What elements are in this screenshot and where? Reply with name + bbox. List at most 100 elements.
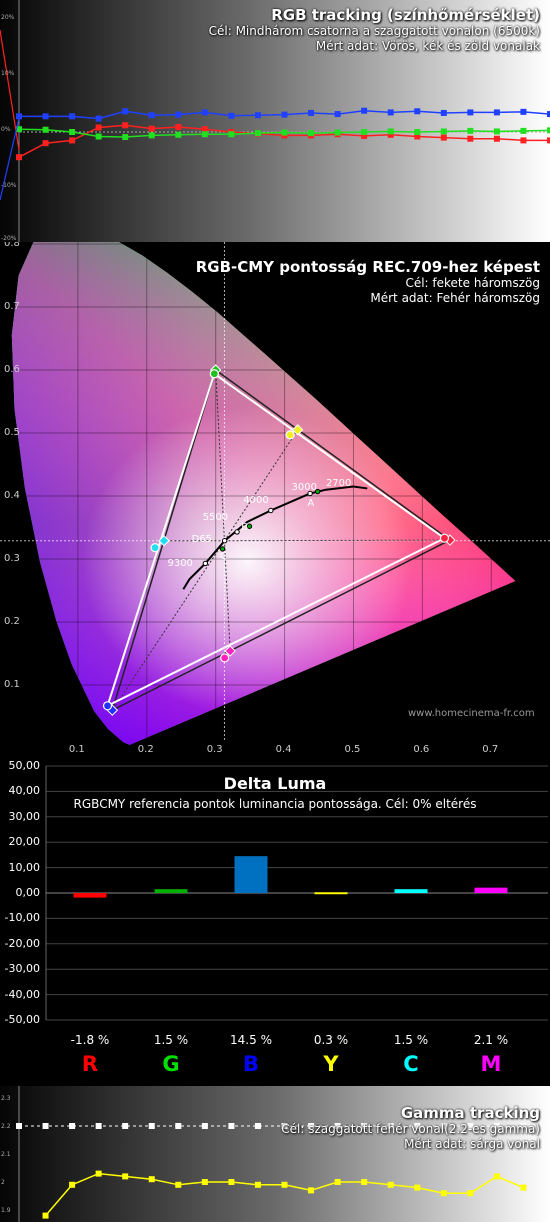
- gamma-target-point: [281, 1123, 288, 1129]
- gamma-y-label: 2.2: [1, 1123, 11, 1130]
- gamma-target-point: [361, 1123, 368, 1129]
- rgb-point: [361, 129, 368, 135]
- dl-y-tick: 0,00: [15, 886, 41, 899]
- gamma-target-point: [69, 1123, 76, 1129]
- rgb-point: [414, 108, 421, 115]
- rgb-point: [281, 129, 288, 136]
- gamma-point: [228, 1179, 235, 1185]
- gamma-point: [69, 1181, 76, 1188]
- dl-category-label: R: [81, 1052, 99, 1076]
- gamma-point: [520, 1184, 527, 1191]
- illuminant-point: [219, 546, 226, 552]
- dl-value-label: 2.1 %: [473, 1033, 509, 1047]
- gamma-target-point: [414, 1123, 421, 1129]
- illuminant-point: [314, 488, 321, 495]
- rgb-point: [308, 130, 315, 137]
- cie-y-tick: 0.3: [4, 553, 20, 564]
- cct-label: 9300: [167, 557, 193, 569]
- gamma-target-point: [547, 1123, 550, 1129]
- dl-bar: [314, 892, 348, 895]
- gamma-target-point: [254, 1123, 261, 1129]
- measured-marker: [439, 533, 450, 543]
- rgb-y-label: 20%: [1, 14, 15, 21]
- cct-label: 3000: [291, 481, 317, 493]
- cie-x-tick: 0.5: [344, 744, 361, 755]
- gamma-y-label: 1.9: [1, 1207, 11, 1214]
- gamma-target-point: [387, 1123, 394, 1129]
- measured-marker: [150, 543, 160, 553]
- rgb-point: [387, 128, 394, 135]
- illuminant-label: C: [219, 550, 227, 562]
- gamma-target-point: [440, 1123, 447, 1129]
- gamma-point: [201, 1179, 208, 1185]
- gamma-point: [148, 1176, 155, 1183]
- rgb-point: [175, 131, 182, 138]
- cie-y-tick: 0.7: [4, 301, 20, 312]
- rgb-point: [16, 126, 22, 133]
- gamma-y-label: 2.3: [1, 1095, 11, 1102]
- rgb-point: [440, 128, 447, 135]
- rgb-point: [254, 112, 261, 119]
- rgb-point: [122, 108, 129, 115]
- dl-bar: [154, 889, 188, 893]
- rgb-point: [228, 112, 235, 119]
- dl-y-tick: -20,00: [4, 936, 40, 950]
- cie-x-tick: 0.6: [413, 744, 430, 755]
- gamma-y-label: 2.1: [1, 1151, 11, 1158]
- rgb-target: Cél: Mindhárom csatorna a szaggatott von…: [208, 24, 540, 38]
- delta-luma-bars: [73, 856, 508, 898]
- rgb-point: [148, 112, 155, 119]
- rgb-point: [95, 133, 102, 140]
- watermark: www.homecinema-fr.com: [408, 708, 535, 719]
- dl-y-tick: 40,00: [8, 784, 41, 798]
- cct-label: 4000: [243, 494, 269, 506]
- target-marker: [224, 645, 236, 657]
- cct-point: [234, 529, 240, 535]
- rgb-point: [334, 129, 341, 136]
- gamma-target-point: [334, 1123, 341, 1129]
- rgb-point: [520, 137, 527, 144]
- cie-x-tick: 0.1: [68, 744, 85, 755]
- rgb-point: [69, 137, 76, 144]
- gamma-point: [387, 1181, 394, 1188]
- rgb-tracking-chart: [0, 0, 550, 242]
- cie-x-tick: 0.3: [206, 744, 223, 755]
- rgb-point: [547, 137, 550, 144]
- rgb-point: [361, 107, 368, 114]
- rgb-point: [42, 113, 49, 120]
- cct-point: [307, 490, 313, 497]
- delta-luma-subtitle: RGBCMY referencia pontok luminancia pont…: [73, 797, 477, 811]
- target-marker: [291, 424, 304, 436]
- cie-panel: RGB-CMY pontosság REC.709-hez képest Cél…: [0, 242, 550, 756]
- cct-label: 5500: [202, 511, 229, 523]
- dl-value-label: 14.5 %: [230, 1033, 272, 1047]
- target-marker: [158, 535, 170, 547]
- rgb-point: [95, 115, 102, 122]
- illuminant-label: A: [307, 497, 315, 509]
- dl-category-label: M: [480, 1052, 502, 1076]
- gamma-title: Gamma tracking: [400, 1104, 540, 1122]
- cie-y-tick: 0.2: [4, 616, 20, 627]
- rgb-point: [254, 130, 261, 137]
- measured-marker: [209, 369, 219, 379]
- gamma-tracking-chart: [0, 1086, 550, 1222]
- gamma-target-point: [493, 1123, 500, 1129]
- cie-header: RGB-CMY pontosság REC.709-hez képest Cél…: [196, 258, 540, 306]
- cie-x-tick: 0.4: [275, 744, 292, 755]
- rgb-point: [201, 109, 208, 116]
- cct-point: [202, 560, 209, 567]
- wp-ray: [224, 539, 450, 542]
- rgb-y-label: -10%: [1, 182, 17, 189]
- dl-y-tick: 30,00: [8, 809, 41, 823]
- cie-y-tick: 0.8: [4, 242, 20, 249]
- gamma-target-point: [520, 1123, 527, 1129]
- cie-y-tick: 0.1: [4, 679, 20, 690]
- dl-bar: [394, 889, 428, 893]
- cct-point: [268, 507, 274, 514]
- rgb-point: [42, 126, 49, 133]
- gamma-point: [95, 1170, 102, 1177]
- rgb-point: [148, 132, 155, 139]
- rgb-tracking-panel: 20% 10% 0% -10% -20% RGB tracking (szính…: [0, 0, 550, 242]
- measured-marker: [102, 701, 113, 711]
- dl-category-label: Y: [323, 1052, 339, 1076]
